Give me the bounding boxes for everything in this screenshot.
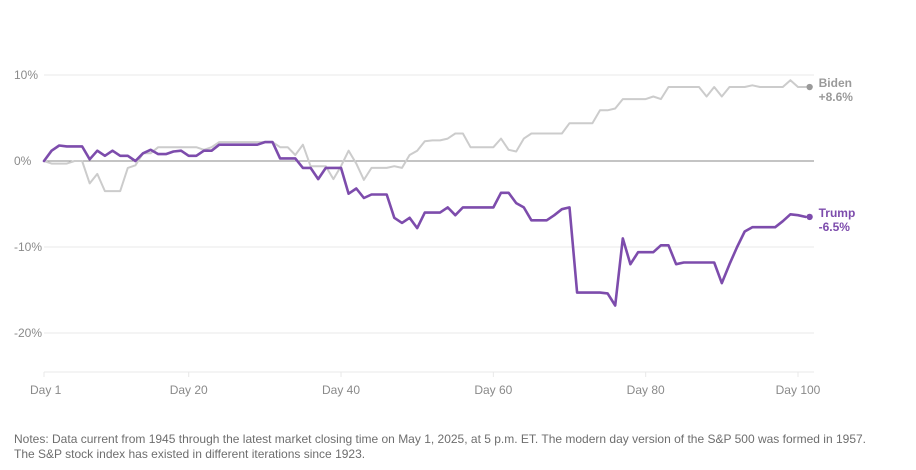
notes-line-1: Notes: Data current from 1945 through th… [14,432,867,446]
series-lines [42,79,807,307]
series-name-label-biden: Biden [819,76,852,90]
series-name-label-trump: Trump [819,206,856,220]
series-endpoint-biden [806,83,813,91]
y-tick-label: 0% [14,154,32,168]
chart-notes: Notes: Data current from 1945 through th… [14,432,904,462]
series-endpoint-trump [806,213,813,221]
x-axis-tick-labels: Day 1 Day 20 Day 40 Day 60 Day 80 Day 100 [30,383,821,397]
y-axis-tick-labels: 10% 0% -10% -20% [14,68,42,340]
grid-lines [43,74,814,377]
series-value-label-biden: +8.6% [819,90,854,104]
x-tick-label: Day 100 [776,383,821,397]
series-value-label-trump: -6.5% [819,220,851,234]
y-tick-label: 10% [14,68,38,82]
x-tick-label: Day 20 [170,383,208,397]
y-tick-label: -20% [14,326,42,340]
x-tick-label: Day 40 [322,383,360,397]
series-end-labels: Biden+8.6% Trump-6.5% [806,76,855,234]
x-tick-label: Day 80 [627,383,665,397]
series-line-biden [43,79,807,193]
line-chart: 10%0%-10%-20% Day 1 Day 20 Day 40 Day 60 Day… [14,68,855,397]
x-tick-label: Day 60 [474,383,512,397]
notes-line-2: The S&P stock index has existed in diffe… [14,447,366,461]
y-tick-label: -10% [14,240,42,254]
x-tick-label: Day 1 [30,383,62,397]
series-line-trump [42,140,807,307]
